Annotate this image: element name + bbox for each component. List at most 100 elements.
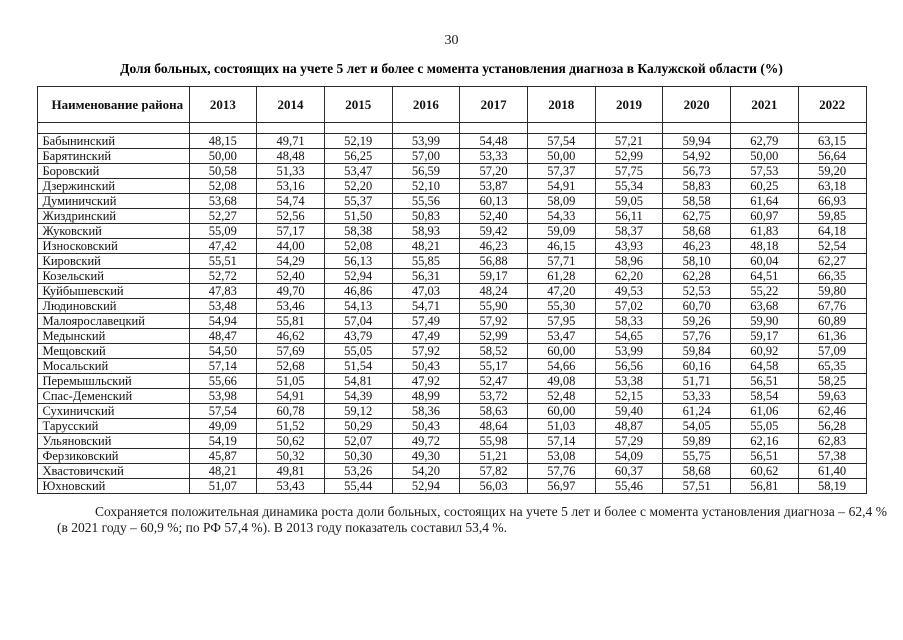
value-cell: 57,37 (526, 163, 596, 179)
value-cell: 43,79 (323, 328, 393, 344)
value-cell: 60,70 (662, 298, 731, 314)
district-name-cell: Куйбышевский (36, 283, 190, 299)
value-cell: 58,58 (662, 193, 731, 209)
value-cell: 54,09 (594, 448, 664, 464)
header-year: 2021 (730, 86, 799, 123)
value-cell: 56,97 (526, 478, 596, 494)
district-name-cell: Дзержинский (36, 178, 190, 194)
value-cell: 55,66 (188, 373, 258, 389)
value-cell: 62,27 (797, 253, 867, 269)
value-cell: 47,92 (391, 373, 461, 389)
table-header-row: Наименование района 2013 2014 2015 2016 2017… (36, 86, 867, 123)
value-cell: 62,79 (730, 133, 799, 149)
value-cell: 56,51 (730, 373, 799, 389)
value-cell: 50,43 (391, 358, 461, 374)
value-cell: 56,64 (797, 148, 867, 164)
value-cell: 50,30 (323, 448, 393, 464)
district-name-cell: Бабынинский (36, 133, 190, 149)
value-cell: 49,72 (391, 433, 461, 449)
value-cell: 51,71 (662, 373, 731, 389)
value-cell: 60,62 (730, 463, 799, 479)
value-cell: 53,48 (188, 298, 258, 314)
value-cell: 57,69 (256, 343, 325, 359)
value-cell: 57,02 (594, 298, 664, 314)
value-cell: 56,28 (797, 418, 867, 434)
value-cell: 52,40 (256, 268, 325, 284)
value-cell: 56,81 (730, 478, 799, 494)
value-cell: 61,40 (797, 463, 867, 479)
value-cell: 57,92 (459, 313, 528, 329)
value-cell: 55,09 (188, 223, 258, 239)
value-cell: 53,46 (256, 298, 325, 314)
value-cell: 47,83 (188, 283, 258, 299)
header-year: 2013 (188, 86, 258, 123)
table-row: Жуковский 55,09 57,17 58,38 58,93 59,42 59,09 5… (36, 223, 867, 239)
header-year: 2017 (459, 86, 528, 123)
value-cell: 57,75 (594, 163, 664, 179)
value-cell: 52,08 (323, 238, 393, 254)
table-row: Хвастовичский 48,21 49,81 53,26 54,20 57,82 57… (36, 463, 867, 479)
value-cell: 52,07 (323, 433, 393, 449)
header-year: 2020 (662, 86, 731, 123)
value-cell: 47,03 (391, 283, 461, 299)
value-cell: 48,24 (459, 283, 528, 299)
value-cell: 53,99 (594, 343, 664, 359)
value-cell: 55,90 (459, 298, 528, 314)
table-row: Барятинский 50,00 48,48 56,25 57,00 53,33 50,0… (36, 148, 867, 164)
value-cell: 52,40 (459, 208, 528, 224)
value-cell: 46,23 (459, 238, 528, 254)
value-cell: 57,53 (730, 163, 799, 179)
value-cell: 61,36 (797, 328, 867, 344)
value-cell: 50,32 (256, 448, 325, 464)
value-cell: 59,63 (797, 388, 867, 404)
value-cell: 59,17 (730, 328, 799, 344)
table-row: Ферзиковский 45,87 50,32 50,30 49,30 51,21 53,… (36, 448, 867, 464)
district-name-cell: Людиновский (36, 298, 190, 314)
value-cell: 54,81 (323, 373, 393, 389)
spacer-cell (662, 122, 731, 134)
value-cell: 57,20 (459, 163, 528, 179)
value-cell: 50,83 (391, 208, 461, 224)
value-cell: 58,36 (391, 403, 461, 419)
value-cell: 59,12 (323, 403, 393, 419)
value-cell: 47,49 (391, 328, 461, 344)
value-cell: 58,96 (594, 253, 664, 269)
value-cell: 56,51 (730, 448, 799, 464)
value-cell: 49,08 (526, 373, 596, 389)
spacer-cell (323, 122, 393, 134)
value-cell: 54,50 (188, 343, 258, 359)
value-cell: 60,89 (797, 313, 867, 329)
value-cell: 53,68 (188, 193, 258, 209)
value-cell: 56,13 (323, 253, 393, 269)
value-cell: 48,21 (391, 238, 461, 254)
value-cell: 52,72 (188, 268, 258, 284)
value-cell: 51,21 (459, 448, 528, 464)
value-cell: 48,47 (188, 328, 258, 344)
value-cell: 59,90 (730, 313, 799, 329)
table-row: Боровский 50,58 51,33 53,47 56,59 57,20 57,37 5… (36, 163, 867, 179)
value-cell: 57,92 (391, 343, 461, 359)
value-cell: 54,94 (188, 313, 258, 329)
value-cell: 60,04 (730, 253, 799, 269)
value-cell: 53,98 (188, 388, 258, 404)
value-cell: 53,16 (256, 178, 325, 194)
district-name-cell: Боровский (36, 163, 190, 179)
spacer-cell (188, 122, 258, 134)
value-cell: 59,05 (594, 193, 664, 209)
spacer-cell (391, 122, 461, 134)
table-row: Думиничский 53,68 54,74 55,37 55,56 60,13 58,0… (36, 193, 867, 209)
value-cell: 54,66 (526, 358, 596, 374)
value-cell: 53,26 (323, 463, 393, 479)
district-name-cell: Думиничский (36, 193, 190, 209)
value-cell: 60,00 (526, 403, 596, 419)
district-name-cell: Малоярославецкий (36, 313, 190, 329)
header-year: 2018 (526, 86, 596, 123)
value-cell: 54,20 (391, 463, 461, 479)
value-cell: 52,99 (594, 148, 664, 164)
value-cell: 63,15 (797, 133, 867, 149)
table-row: Кировский 55,51 54,29 56,13 55,85 56,88 57,71 5… (36, 253, 867, 269)
value-cell: 57,49 (391, 313, 461, 329)
value-cell: 52,10 (391, 178, 461, 194)
value-cell: 59,17 (459, 268, 528, 284)
